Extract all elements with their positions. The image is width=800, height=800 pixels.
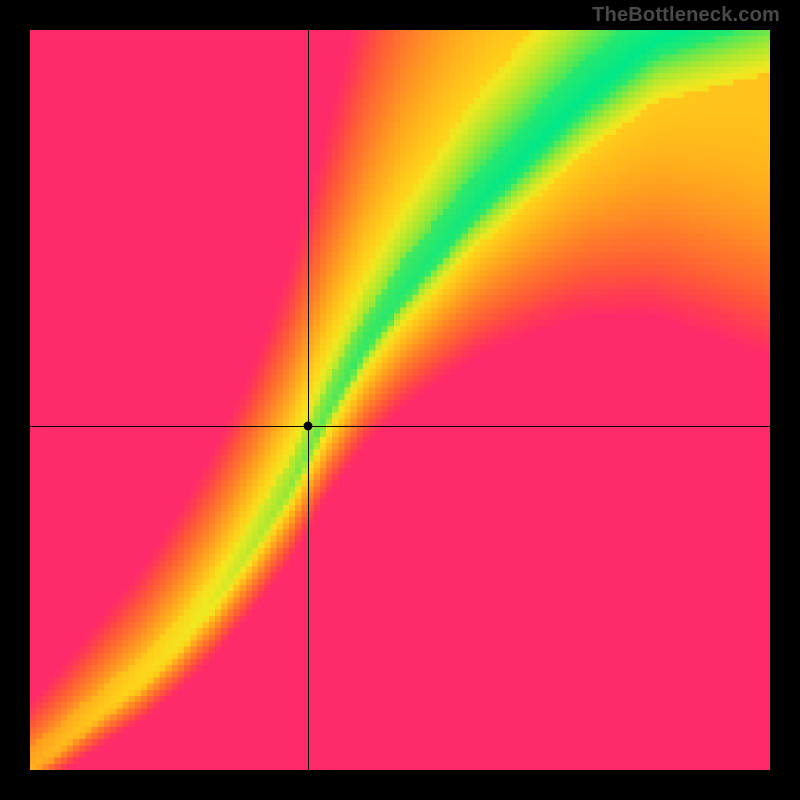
heatmap-canvas xyxy=(30,30,770,770)
heatmap-plot xyxy=(30,30,770,770)
crosshair-horizontal xyxy=(30,426,770,427)
crosshair-vertical xyxy=(308,30,309,770)
watermark-text: TheBottleneck.com xyxy=(592,4,780,27)
crosshair-dot xyxy=(303,421,312,430)
